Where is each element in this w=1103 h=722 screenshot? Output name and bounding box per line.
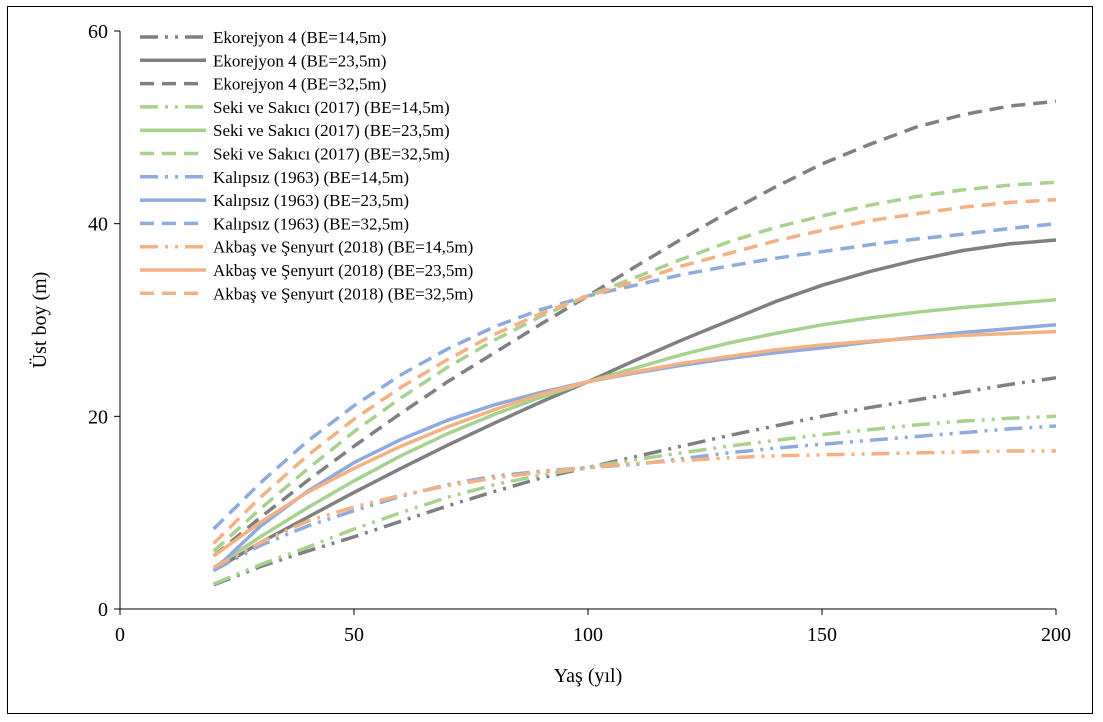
y-axis-title: Üst boy (m) (28, 272, 51, 369)
x-tick-label: 0 (115, 624, 125, 646)
series-line-3 (212, 99, 1057, 558)
series-line-1 (212, 376, 1057, 587)
legend-label: Kalıpsız (1963) (BE=32,5m) (213, 214, 409, 233)
legend-label: Ekorejyon 4 (BE=23,5m) (213, 51, 386, 70)
series-layer (212, 99, 1057, 587)
legend-label: Akbaş ve Şenyurt (2018) (BE=32,5m) (213, 284, 473, 303)
x-tick-label: 200 (1041, 624, 1071, 646)
series-line-10 (212, 449, 1056, 570)
series-line-7 (212, 424, 1057, 573)
legend-label: Akbaş ve Şenyurt (2018) (BE=23,5m) (213, 261, 473, 280)
chart-frame (7, 6, 1093, 714)
series-line-11 (212, 329, 1057, 558)
x-tick-label: 50 (344, 624, 364, 646)
y-tick-label: 40 (88, 214, 108, 236)
legend-label: Akbaş ve Şenyurt (2018) (BE=14,5m) (213, 238, 473, 257)
legend: Ekorejyon 4 (BE=14,5m) Ekorejyon 4 (BE=23… (140, 28, 473, 303)
y-tick-label: 0 (98, 599, 108, 621)
series-line-5 (212, 298, 1057, 570)
legend-label: Seki ve Sakıcı (2017) (BE=32,5m) (213, 145, 450, 164)
x-tick-label: 150 (807, 624, 837, 646)
series-line-12 (212, 197, 1057, 545)
series-line-6 (212, 180, 1057, 553)
legend-label: Seki ve Sakıcı (2017) (BE=23,5m) (213, 121, 450, 140)
series-line-4 (212, 414, 1057, 586)
x-tick-label: 100 (573, 624, 603, 646)
legend-label: Ekorejyon 4 (BE=32,5m) (213, 75, 386, 94)
series-line-2 (212, 238, 1057, 573)
series-line-9 (212, 221, 1057, 531)
legend-label: Ekorejyon 4 (BE=14,5m) (213, 28, 386, 47)
legend-label: Seki ve Sakıcı (2017) (BE=14,5m) (213, 98, 450, 117)
legend-label: Kalıpsız (1963) (BE=14,5m) (213, 168, 409, 187)
ticks-layer: 0 50 100 150 200 0 20 40 60 (88, 21, 1071, 646)
legend-label: Kalıpsız (1963) (BE=23,5m) (213, 191, 409, 210)
y-tick-label: 60 (88, 21, 108, 43)
x-axis-title: Yaş (yıl) (554, 665, 623, 687)
y-tick-label: 20 (88, 406, 108, 428)
